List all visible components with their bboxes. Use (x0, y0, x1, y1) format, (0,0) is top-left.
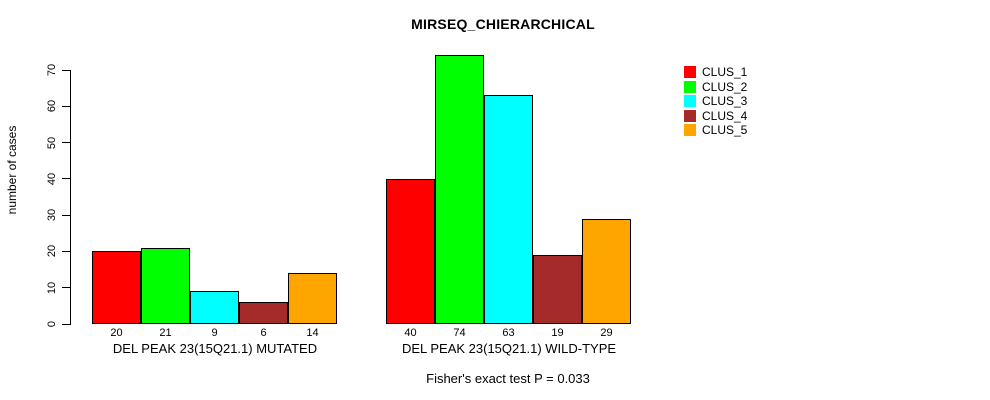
bar-clus_5 (288, 273, 337, 324)
bar-value-label: 9 (211, 327, 218, 339)
bar-value-label: 19 (551, 327, 564, 339)
y-tick (62, 323, 70, 325)
y-tick (62, 178, 70, 180)
legend-label: CLUS_1 (702, 65, 748, 79)
bar-value-label: 20 (110, 327, 123, 339)
legend-label: CLUS_5 (702, 123, 748, 137)
bar-value-label: 63 (502, 327, 515, 339)
y-tick (62, 142, 70, 144)
y-tick-label: 20 (46, 245, 58, 258)
y-tick-label: 70 (46, 63, 58, 77)
chart-title: MIRSEQ_CHIERARCHICAL (411, 16, 595, 32)
bar-clus_1 (386, 179, 435, 324)
y-tick-label: 30 (46, 209, 58, 222)
y-tick-label: 60 (46, 100, 58, 113)
bar-clus_3 (190, 291, 239, 324)
y-tick (62, 250, 70, 252)
legend-swatch-icon (684, 66, 696, 78)
bar-value-label: 29 (600, 327, 613, 339)
y-axis-line (70, 70, 71, 325)
y-tick (62, 214, 70, 216)
legend-swatch-icon (684, 95, 696, 107)
group-label-wild-type: DEL PEAK 23(15Q21.1) WILD-TYPE (401, 341, 617, 356)
bar-value-label: 6 (260, 327, 267, 339)
bar-value-label: 14 (306, 327, 319, 339)
bar-clus_5 (582, 219, 631, 324)
legend-swatch-icon (684, 109, 696, 122)
y-tick-label: 40 (46, 172, 58, 185)
bar-value-label: 74 (453, 327, 466, 339)
fisher-test-note: Fisher's exact test P = 0.033 (426, 371, 590, 386)
legend-item-clus_5: CLUS_5 (684, 124, 804, 137)
bar-value-label: 40 (404, 327, 417, 339)
y-tick-label: 50 (46, 136, 58, 149)
bar-clus_2 (141, 248, 190, 324)
bar-clus_1 (92, 251, 141, 324)
legend-label: CLUS_4 (702, 108, 748, 123)
y-axis-label: number of cases (5, 125, 19, 215)
y-tick-label: 10 (46, 281, 58, 294)
legend-item-clus_2: CLUS_2 (684, 79, 804, 94)
legend-label: CLUS_3 (702, 94, 748, 108)
bar-clus_3 (484, 95, 533, 324)
legend-item-clus_4: CLUS_4 (684, 108, 804, 123)
bar-clus_4 (239, 302, 288, 324)
legend: CLUS_1 CLUS_2 CLUS_3 CLUS_4 CLUS_5 (684, 66, 804, 142)
legend-item-clus_1: CLUS_1 (684, 66, 804, 79)
y-tick (62, 69, 70, 71)
legend-swatch-icon (684, 80, 696, 93)
legend-label: CLUS_2 (702, 79, 748, 94)
legend-item-clus_3: CLUS_3 (684, 95, 804, 108)
bar-clus_2 (435, 55, 484, 324)
group-label-mutated: DEL PEAK 23(15Q21.1) MUTATED (112, 341, 318, 356)
bar-value-label: 21 (159, 327, 172, 339)
y-tick (62, 105, 70, 107)
y-tick-label: 0 (46, 320, 58, 328)
legend-swatch-icon (684, 124, 696, 136)
y-tick (62, 287, 70, 289)
bar-clus_4 (533, 255, 582, 324)
